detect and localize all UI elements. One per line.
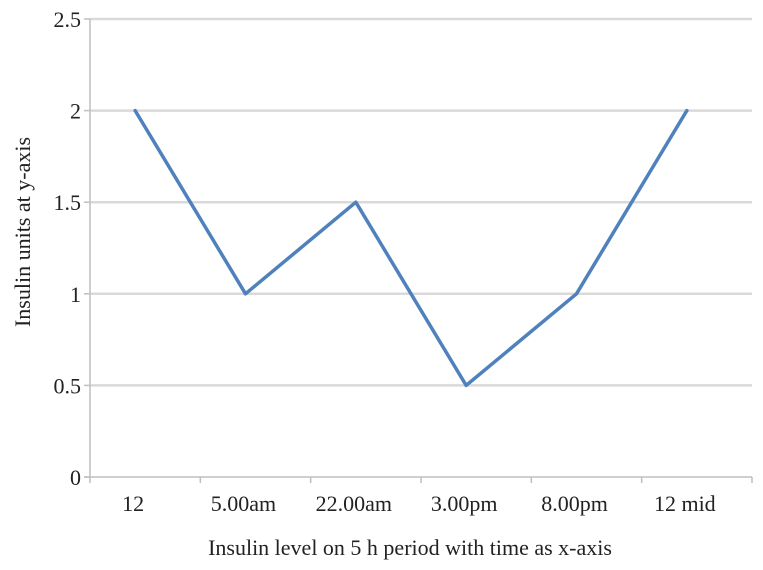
y-tick-label-3: 1.5 [54, 190, 82, 215]
tick-labels: 0 0.5 1 1.5 2 2.5 12 5.00am 22.00am 3.00pm 8.00pm 1… [54, 7, 716, 516]
x-tick-label-5: 12 mid [654, 491, 716, 516]
x-tick-label-4: 8.00pm [541, 491, 608, 516]
x-tick-label-2: 22.00am [316, 491, 392, 516]
y-tick-label-2: 1 [70, 282, 81, 307]
data-point-0-3 [464, 383, 468, 387]
data-point-0-5 [685, 109, 689, 113]
series-layer [133, 108, 689, 388]
gridlines [90, 17, 752, 387]
y-axis-title: Insulin units at y-axis [10, 137, 35, 327]
series-line-0 [133, 108, 689, 388]
data-point-0-0 [133, 109, 137, 113]
axes [84, 18, 753, 483]
x-tick-label-3: 3.00pm [431, 491, 498, 516]
data-point-0-2 [354, 200, 358, 204]
x-tick-label-1: 5.00am [211, 491, 276, 516]
data-point-0-4 [575, 292, 578, 296]
y-tick-label-4: 2 [70, 99, 81, 124]
x-tick-label-0: 12 [122, 491, 144, 516]
y-tick-label-1: 0.5 [54, 373, 82, 398]
y-tick-label-5: 2.5 [54, 7, 82, 32]
x-axis-title: Insulin level on 5 h period with time as… [208, 535, 612, 560]
y-tick-label-0: 0 [70, 465, 81, 490]
data-point-0-1 [244, 292, 247, 296]
